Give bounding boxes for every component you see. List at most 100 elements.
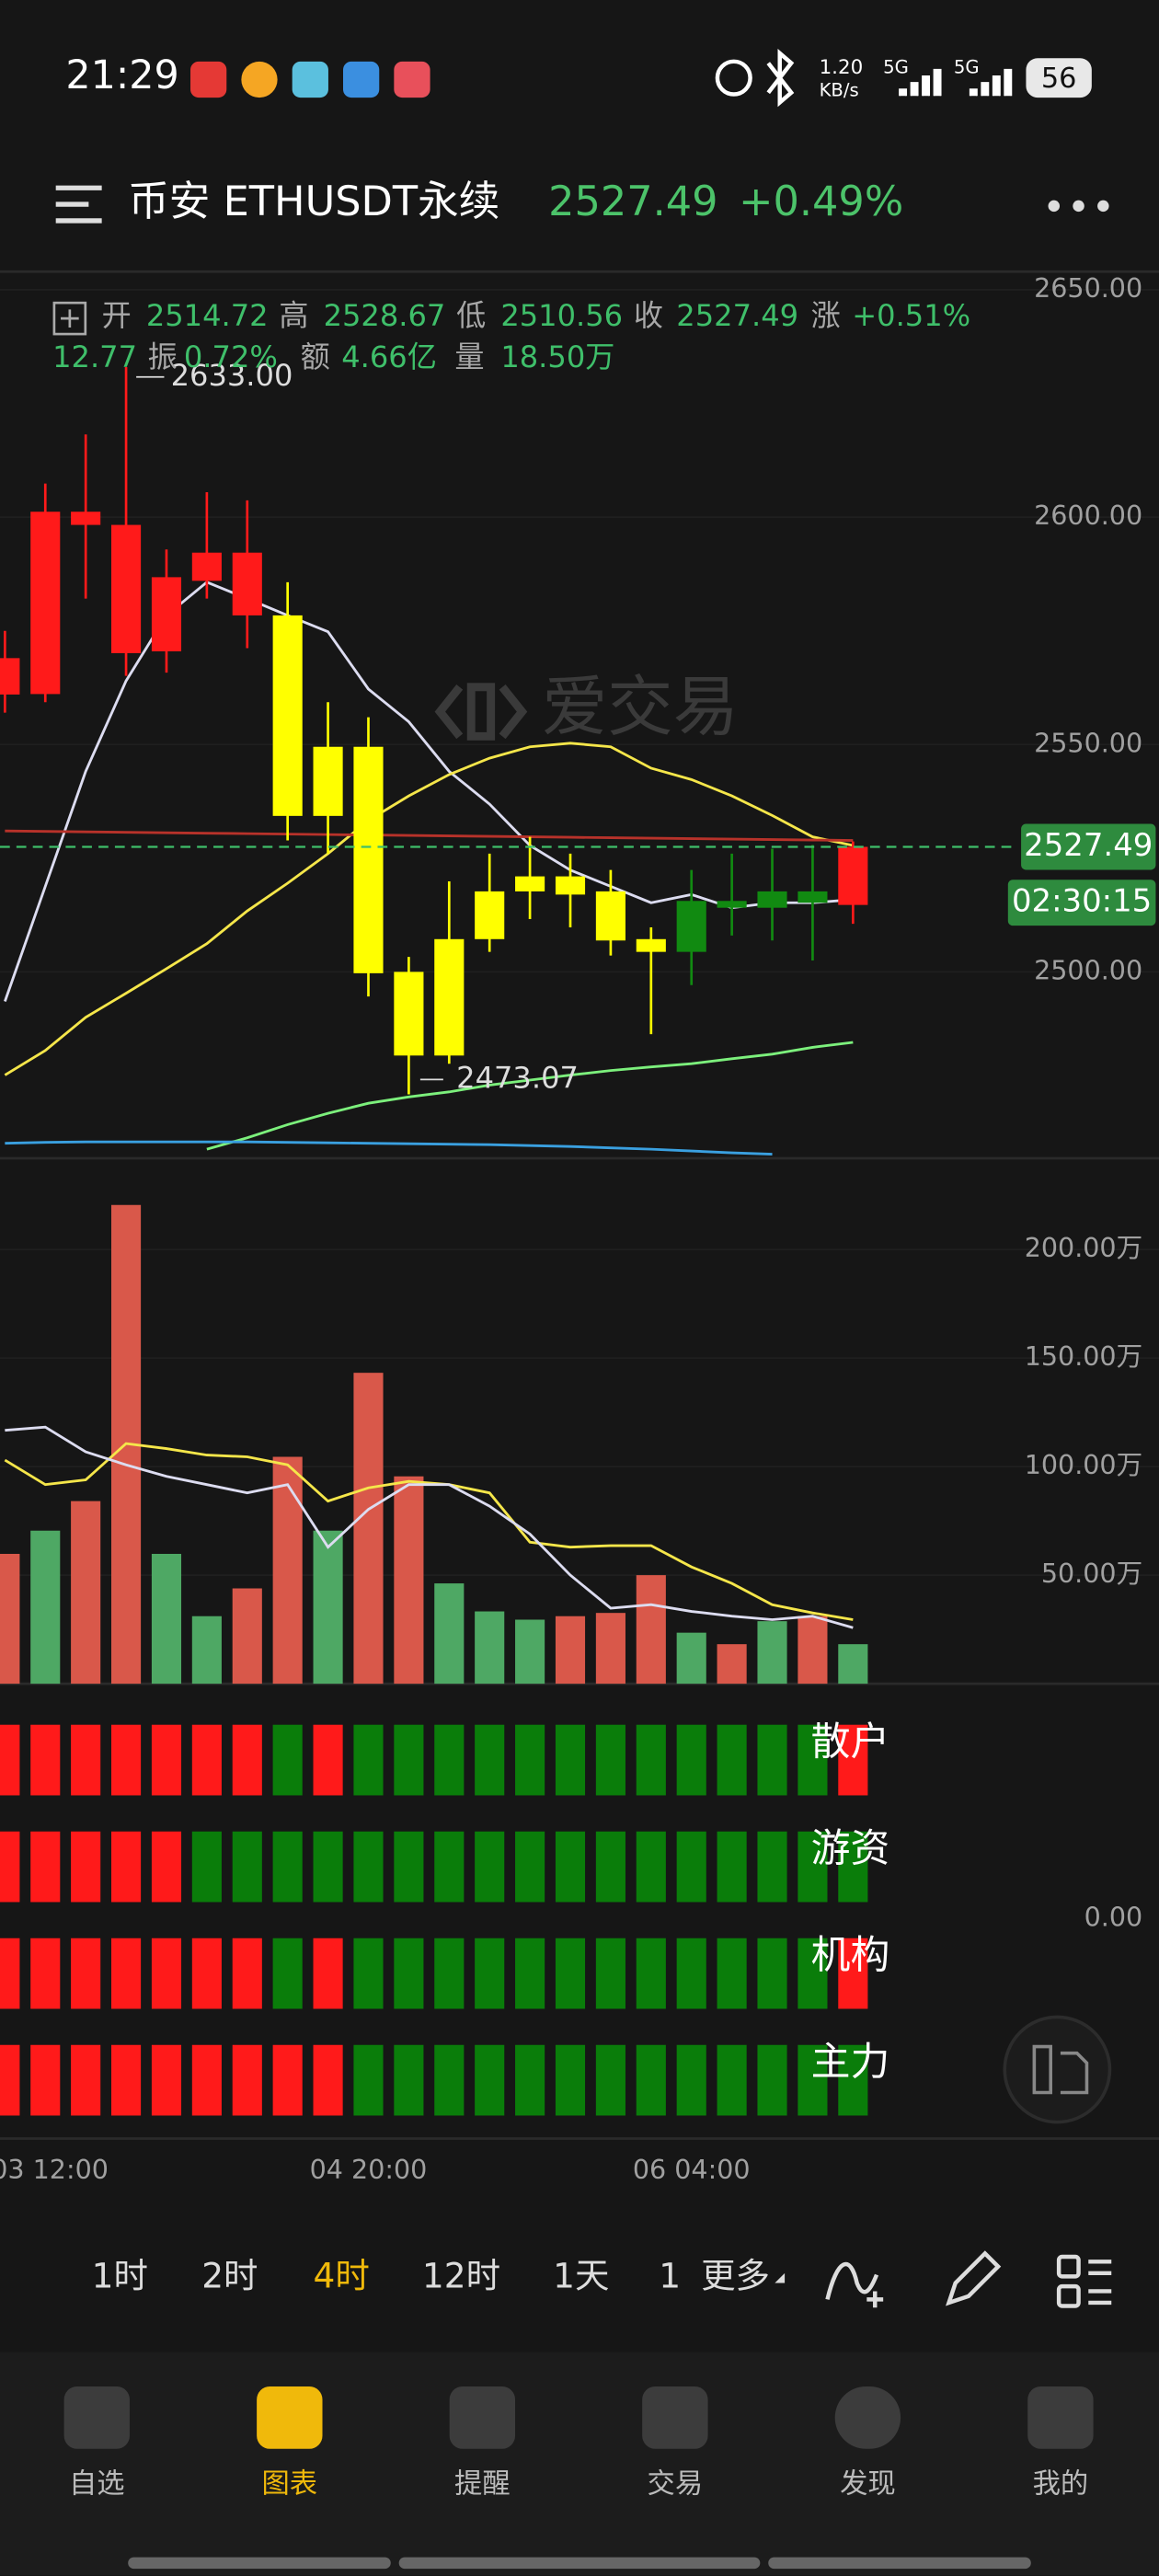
indicator-icon[interactable] <box>825 2261 884 2308</box>
nav-icon[interactable] <box>642 2386 708 2449</box>
y-tick-label: 2550.00 <box>1034 727 1142 758</box>
timeframe-bar: 1时 2时 4时 12时 1天 1 更多 <box>92 2256 770 2296</box>
timeframe[interactable]: 1时 <box>92 2256 148 2296</box>
alarm-icon <box>715 59 752 97</box>
plot: 2650.00 2600.00 2550.00 2500.00 200.00万 150.0… <box>0 272 1159 2185</box>
info-key: 量 <box>454 339 484 374</box>
nav-icon[interactable] <box>449 2386 516 2449</box>
signal-block <box>757 1938 787 2009</box>
y-tick-label: 50.00万 <box>1041 1558 1142 1589</box>
signal-label: 游资 <box>811 1826 890 1872</box>
x-tick-label: 04 20:00 <box>310 2154 428 2185</box>
home-indicator <box>128 2557 1031 2570</box>
menu-icon[interactable] <box>55 185 102 224</box>
nav-label[interactable]: 交易 <box>648 2468 704 2501</box>
candle-body <box>515 876 545 891</box>
more-menu[interactable] <box>1048 200 1109 213</box>
nav-icon[interactable] <box>257 2386 323 2449</box>
signal-block <box>838 1938 868 2009</box>
nav-label[interactable]: 我的 <box>1033 2468 1089 2501</box>
volume-bar <box>636 1575 666 1685</box>
signal-block <box>71 2044 101 2116</box>
volume-bar <box>191 1616 222 1685</box>
signal-block <box>434 1724 465 1796</box>
candle-body <box>313 746 343 816</box>
info-value: 18.50万 <box>500 339 614 374</box>
candle-body <box>30 512 61 695</box>
timeframe[interactable]: 12时 <box>422 2256 500 2296</box>
signal-block <box>798 2044 828 2116</box>
signal-block <box>0 1938 20 2009</box>
header-price: 2527.49 <box>548 178 717 225</box>
nav-label[interactable]: 发现 <box>840 2468 896 2501</box>
signal-block <box>757 1724 787 1796</box>
candle-body <box>717 901 747 908</box>
y-tick-label: 200.00万 <box>1025 1232 1142 1263</box>
price-tag <box>1021 823 1156 870</box>
net-speed: 1.20 <box>820 56 864 79</box>
floating-button[interactable] <box>1003 2015 1112 2124</box>
signal-block <box>30 1831 61 1903</box>
nav-label[interactable]: 图表 <box>261 2468 317 2501</box>
signal-block <box>313 1724 343 1796</box>
signal-block <box>798 1938 828 2009</box>
layout-icon[interactable] <box>1056 2254 1112 2308</box>
signal-block <box>394 1724 424 1796</box>
signal-block <box>313 1831 343 1903</box>
candle-body <box>232 552 262 615</box>
signal-block <box>232 2044 262 2116</box>
signal-block <box>515 1831 545 1903</box>
bluetooth-icon <box>766 49 795 108</box>
signal-block <box>838 1831 868 1903</box>
signal-label: 5G <box>883 56 909 77</box>
x-tick-label: /03 12:00 <box>0 2154 109 2185</box>
signal-block <box>676 1938 706 2009</box>
candle-body <box>272 615 303 816</box>
symbol-title: 币安 ETHUSDT永续 <box>128 178 499 225</box>
draw-icon[interactable] <box>946 2250 1002 2306</box>
signal-block <box>515 1724 545 1796</box>
expand-plus <box>61 309 79 328</box>
header-change: +0.49% <box>739 178 903 225</box>
timeframe[interactable]: 1 <box>659 2256 681 2296</box>
signal-block <box>0 2044 20 2116</box>
info-value: +0.51% <box>852 298 970 333</box>
info-value: 2527.49 <box>676 298 798 333</box>
nav-label[interactable]: 自选 <box>69 2468 125 2501</box>
timeframe[interactable]: 4时 <box>314 2256 370 2296</box>
timeframe[interactable]: 1天 <box>553 2256 609 2296</box>
signal-block <box>394 1831 424 1903</box>
candle-body <box>434 938 465 1056</box>
signal-block <box>636 1724 666 1796</box>
signal-block <box>30 2044 61 2116</box>
clock: 21:29 <box>65 52 178 98</box>
candle-body <box>71 512 101 525</box>
candle-body <box>798 891 828 903</box>
signal-block <box>555 2044 586 2116</box>
timeframe[interactable]: 2时 <box>201 2256 258 2296</box>
signal-block <box>71 1724 101 1796</box>
signal-label: 机构 <box>811 1933 890 1979</box>
candle-body <box>475 891 505 939</box>
signal-bars <box>969 68 1013 97</box>
timeframe[interactable]: 更多 <box>701 2256 770 2296</box>
y-tick-label: 0.00 <box>1084 1901 1143 1932</box>
signal-block <box>717 2044 747 2116</box>
nav-icon[interactable] <box>1027 2386 1094 2449</box>
signal-block <box>555 1938 586 2009</box>
floating-icon <box>1032 2044 1089 2095</box>
volume-bar <box>0 1553 20 1685</box>
battery <box>1026 58 1092 98</box>
nav-label[interactable]: 提醒 <box>454 2468 511 2501</box>
nav-icon[interactable] <box>834 2386 901 2449</box>
signal-block <box>717 1831 747 1903</box>
info-key: 振 <box>148 339 178 374</box>
candle-body <box>555 876 586 895</box>
dropdown-caret <box>775 2272 786 2283</box>
expand-icon[interactable] <box>52 301 87 336</box>
signal-block <box>555 1724 586 1796</box>
nav-icon[interactable] <box>63 2386 130 2449</box>
signal-block <box>151 1938 182 2009</box>
y-tick-label: 2500.00 <box>1034 954 1142 985</box>
